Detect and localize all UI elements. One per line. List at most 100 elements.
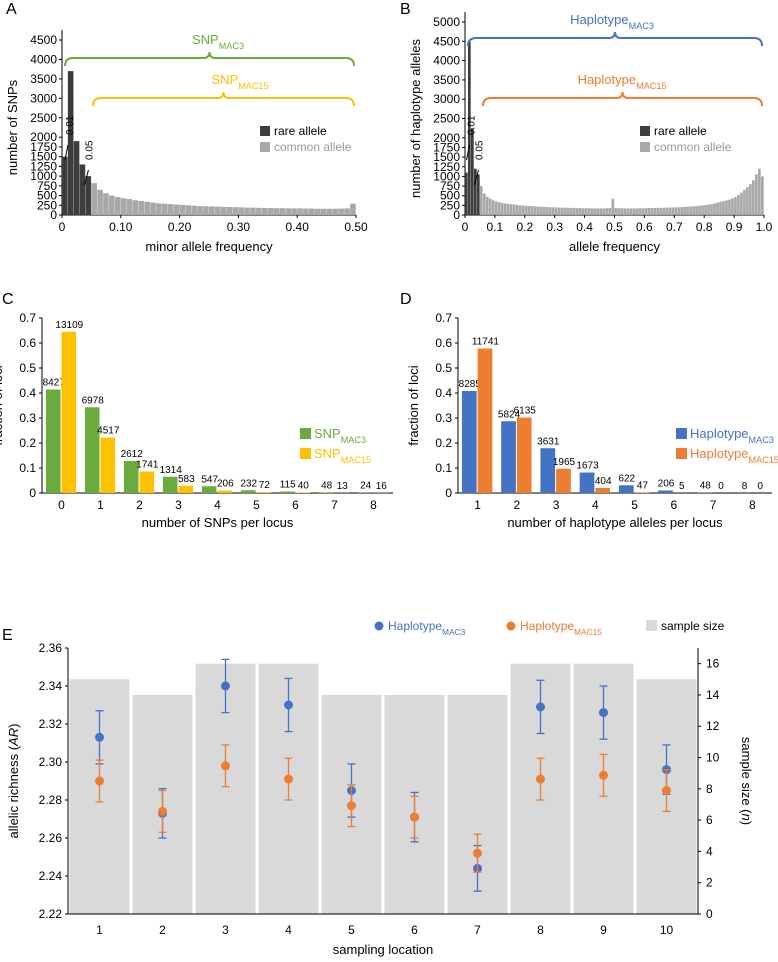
common-allele-bar [539, 206, 543, 215]
y-tick-label: 0 [50, 208, 57, 222]
legend-swatch-sample-size [646, 620, 657, 631]
legend-swatch-mac15 [676, 448, 687, 459]
legend-label-mac15: HaplotypeMAC15 [690, 446, 778, 465]
common-allele-bar [179, 204, 186, 215]
bar-mac3 [618, 485, 634, 493]
common-allele-bar [629, 208, 633, 215]
point-mac3 [599, 708, 608, 718]
common-allele-bar [740, 192, 743, 215]
y-axis-label: allelic richness (AR) [6, 724, 21, 839]
common-allele-bar [707, 204, 710, 215]
y2-tick-label: 10 [706, 751, 720, 765]
common-allele-bar [719, 201, 722, 215]
x-tick-label: 10 [660, 923, 674, 937]
panel-letter-C: C [2, 291, 14, 308]
common-allele-bar [491, 200, 495, 215]
y-tick-label: 1000 [30, 169, 57, 183]
y-tick-label: 0 [29, 486, 36, 500]
common-allele-bar [749, 184, 752, 215]
point-mac3 [284, 700, 293, 710]
common-allele-bar [695, 206, 698, 215]
common-allele-bar [728, 199, 731, 215]
common-allele-bar [743, 189, 746, 215]
common-allele-bar [126, 199, 133, 215]
y-tick-label: 0.2 [435, 436, 452, 450]
common-allele-bar [554, 207, 558, 215]
y-tick-label: 0.3 [19, 411, 36, 425]
y-tick-label: 1500 [433, 150, 460, 164]
common-allele-bar [320, 208, 327, 215]
data-label: 5 [679, 481, 685, 492]
common-allele-bar [737, 194, 740, 215]
common-allele-bar [575, 208, 579, 215]
common-allele-bar [485, 196, 489, 215]
y-tick-label: 2.24 [39, 869, 63, 883]
y-tick-label: 0.1 [19, 461, 36, 475]
common-allele-bar [644, 208, 648, 215]
common-allele-bar [512, 204, 516, 215]
data-label: 8285 [459, 379, 482, 390]
common-allele-bar [156, 203, 162, 215]
legend-swatch-mac3 [676, 428, 687, 439]
annotation-0.05: 0.05 [84, 140, 95, 160]
x-tick-label: 0 [462, 220, 469, 234]
common-allele-bar [656, 207, 660, 215]
annotation-0.01: 0.01 [65, 115, 76, 135]
x-tick-label: 0.10 [109, 220, 133, 234]
y-tick-label: 0.6 [19, 336, 36, 350]
rare-allele-bar [62, 156, 68, 215]
y-tick-label: 1000 [433, 169, 460, 183]
y-tick-label: 250 [440, 198, 460, 212]
bar-mac3 [45, 389, 61, 493]
y-tick-label: 3500 [30, 72, 57, 86]
y-tick-label: 2500 [30, 111, 57, 125]
bar-mac3 [501, 421, 516, 493]
legend-label-mac15: SNPMAC15 [314, 446, 371, 465]
common-allele-bar [173, 204, 180, 215]
point-mac15 [95, 776, 104, 786]
bar-mac3 [579, 472, 595, 493]
y-tick-label: 4000 [433, 54, 460, 68]
common-allele-bar [746, 187, 749, 215]
x-tick-label: 4 [214, 498, 221, 512]
common-allele-bar [256, 207, 262, 215]
point-mac15 [662, 786, 671, 795]
y-axis-label: fraction of loci [0, 365, 5, 445]
common-allele-bar [635, 208, 639, 215]
y-tick-label: 0.7 [19, 311, 36, 325]
common-allele-bar [602, 208, 606, 215]
x-tick-label: 0 [59, 220, 66, 234]
annotation-0.01: 0.01 [466, 115, 477, 135]
common-allele-bar [665, 207, 669, 215]
data-label: 13109 [55, 320, 83, 331]
bar-mac3 [279, 491, 295, 493]
y-tick-label: 2.30 [39, 755, 63, 769]
annotation-line [83, 169, 89, 186]
x-tick-label: 0.50 [344, 220, 368, 234]
y2-tick-label: 12 [706, 719, 720, 733]
common-allele-bar [497, 202, 501, 215]
common-allele-bar [710, 204, 713, 215]
data-label: 206 [217, 479, 234, 490]
common-allele-bar [138, 201, 145, 215]
y2-tick-label: 14 [706, 688, 720, 702]
common-allele-bar [91, 183, 97, 215]
x-tick-label: 7 [474, 923, 481, 937]
bar-mac15 [595, 488, 611, 493]
common-allele-bar [267, 208, 274, 215]
bar-mac3 [162, 476, 178, 493]
legend-label-mac3: SNPMAC3 [314, 426, 366, 445]
common-allele-bar [314, 208, 321, 215]
common-allele-bar [488, 198, 492, 215]
point-mac15 [536, 774, 545, 784]
common-allele-bar [515, 204, 519, 215]
y-tick-label: 1500 [30, 150, 57, 164]
common-allele-bar [261, 208, 268, 215]
y-tick-label: 0.5 [19, 361, 36, 375]
common-allele-bar [533, 206, 537, 215]
common-allele-bar [692, 206, 695, 215]
x-tick-label: 0.1 [487, 220, 504, 234]
y-tick-label: 1250 [30, 159, 57, 173]
common-allele-bar [734, 196, 737, 215]
